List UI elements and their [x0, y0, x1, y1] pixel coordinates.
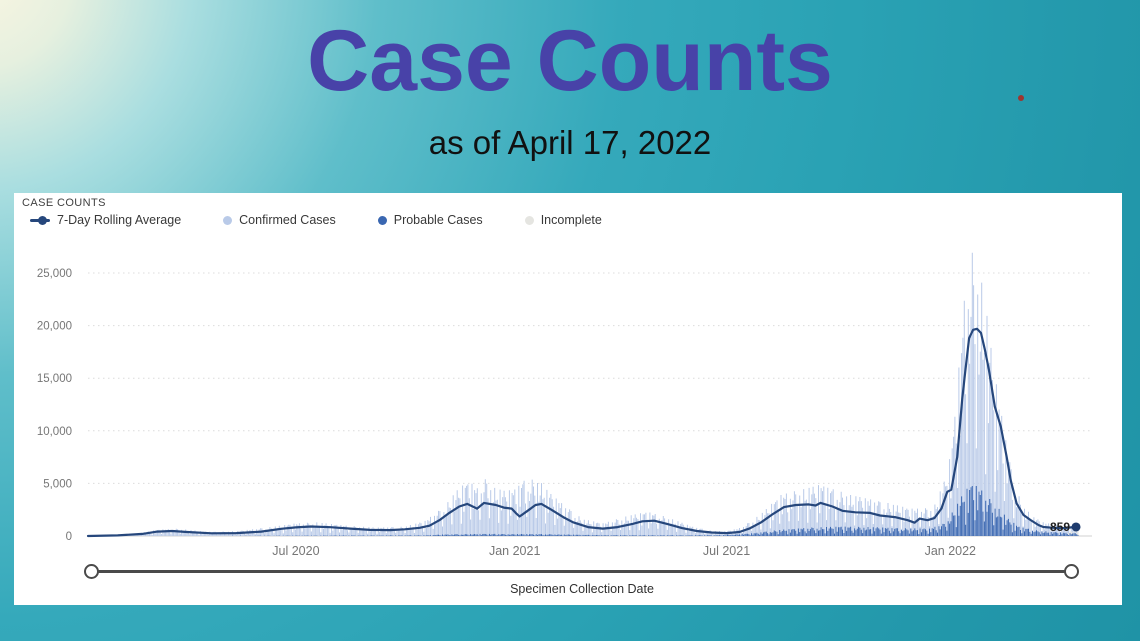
x-axis-title: Specimen Collection Date [510, 582, 654, 596]
svg-text:20,000: 20,000 [37, 321, 72, 333]
laser-pointer-dot [1018, 95, 1024, 101]
dot-marker-icon [223, 215, 233, 225]
svg-text:Jan 2021: Jan 2021 [489, 544, 540, 558]
legend-item-probable-cases[interactable]: Probable Cases [377, 213, 483, 227]
legend-label: Incomplete [540, 213, 602, 227]
svg-text:859: 859 [1050, 520, 1070, 534]
slide-title: Case Counts [307, 13, 833, 109]
svg-text:Jul 2021: Jul 2021 [703, 544, 750, 558]
line-dot-marker-icon [30, 215, 50, 225]
svg-text:Jul 2020: Jul 2020 [272, 544, 319, 558]
slide-subtitle: as of April 17, 2022 [428, 124, 712, 161]
legend-label: 7-Day Rolling Average [57, 213, 182, 227]
legend-item-confirmed-cases[interactable]: Confirmed Cases [223, 213, 336, 227]
date-range-slider-track[interactable] [92, 570, 1072, 573]
svg-text:Jan 2022: Jan 2022 [925, 544, 976, 558]
legend-item-rolling-average[interactable]: 7-Day Rolling Average [30, 213, 181, 227]
svg-text:15,000: 15,000 [37, 373, 72, 385]
date-range-slider-start-handle[interactable] [84, 564, 99, 579]
report-panel: 0 5,000 10,000 15,000 20,000 25,000 Jul 2020 Ja… [14, 193, 1122, 605]
svg-text:5,000: 5,000 [43, 478, 72, 490]
svg-text:0: 0 [66, 531, 72, 543]
legend-item-incomplete[interactable]: Incomplete [524, 213, 602, 227]
dot-marker-icon [524, 215, 534, 225]
svg-text:25,000: 25,000 [37, 268, 72, 280]
chart-legend: 7-Day Rolling Average Confirmed Cases Pr… [30, 213, 602, 227]
legend-label: Probable Cases [393, 213, 483, 227]
chart-panel-title: CASE COUNTS [22, 197, 106, 209]
dot-marker-icon [377, 215, 387, 225]
date-range-slider-end-handle[interactable] [1064, 564, 1079, 579]
legend-label: Confirmed Cases [239, 213, 336, 227]
case-counts-chart[interactable]: 0 5,000 10,000 15,000 20,000 25,000 Jul 2020 Ja… [14, 193, 1122, 605]
svg-text:10,000: 10,000 [37, 426, 72, 438]
